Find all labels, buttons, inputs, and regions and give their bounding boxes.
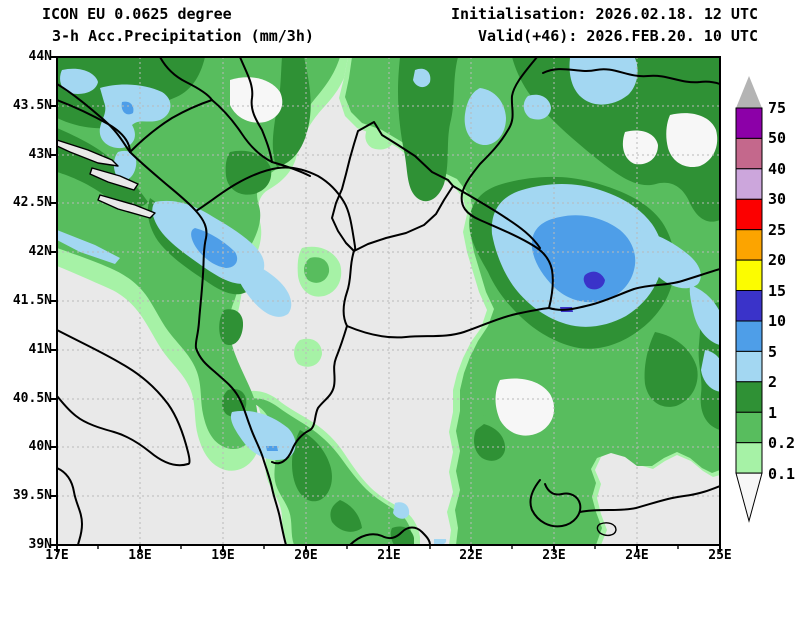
legend-label-20: 20 <box>768 251 787 269</box>
grid-lines <box>57 57 720 545</box>
country-borders <box>57 57 720 545</box>
initialisation-time: Initialisation: 2026.02.18. 12 UTC <box>450 5 758 23</box>
lon-label-18: 18E <box>128 548 152 563</box>
colorbar-above-max-arrow <box>736 76 762 108</box>
legend-label-5: 5 <box>768 343 778 361</box>
lon-label-20: 20E <box>294 548 318 563</box>
model-title: ICON EU 0.0625 degree <box>42 5 232 23</box>
legend-label-2: 2 <box>768 373 778 391</box>
lon-label-17: 17E <box>45 548 69 563</box>
lon-label-19: 19E <box>211 548 235 563</box>
lat-label-40-5: 40.5N <box>12 391 52 406</box>
lat-label-41: 41N <box>28 342 52 357</box>
colorbar <box>735 76 763 523</box>
lat-label-44: 44N <box>28 49 52 64</box>
lon-label-25: 25E <box>708 548 732 563</box>
precip-field <box>57 57 720 545</box>
legend-label-50: 50 <box>768 129 787 147</box>
lon-label-21: 21E <box>377 548 401 563</box>
legend-label-0-2: 0.2 <box>768 434 796 452</box>
product-title: 3-h Acc.Precipitation (mm/3h) <box>52 27 314 45</box>
lat-label-39: 39N <box>28 537 52 552</box>
legend-label-10: 10 <box>768 312 787 330</box>
colorbar-below-min-arrow <box>735 472 763 523</box>
legend-label-40: 40 <box>768 160 787 178</box>
legend-label-30: 30 <box>768 190 787 208</box>
lat-label-42: 42N <box>28 244 52 259</box>
legend-label-0-1: 0.1 <box>768 465 796 483</box>
legend-label-75: 75 <box>768 99 787 117</box>
lat-label-43: 43N <box>28 147 52 162</box>
lon-label-23: 23E <box>542 548 566 563</box>
lon-label-24: 24E <box>625 548 649 563</box>
lat-label-40: 40N <box>28 439 52 454</box>
lat-label-42-5: 42.5N <box>12 195 52 210</box>
lon-label-22: 22E <box>459 548 483 563</box>
valid-time: Valid(+46): 2026.FEB.20. 10 UTC <box>478 27 758 45</box>
legend-label-15: 15 <box>768 282 787 300</box>
axis-ticks <box>50 56 721 552</box>
legend-label-25: 25 <box>768 221 787 239</box>
legend-label-1: 1 <box>768 404 778 422</box>
lat-label-41-5: 41.5N <box>12 293 52 308</box>
lat-label-39-5: 39.5N <box>12 488 52 503</box>
lat-label-43-5: 43.5N <box>12 98 52 113</box>
